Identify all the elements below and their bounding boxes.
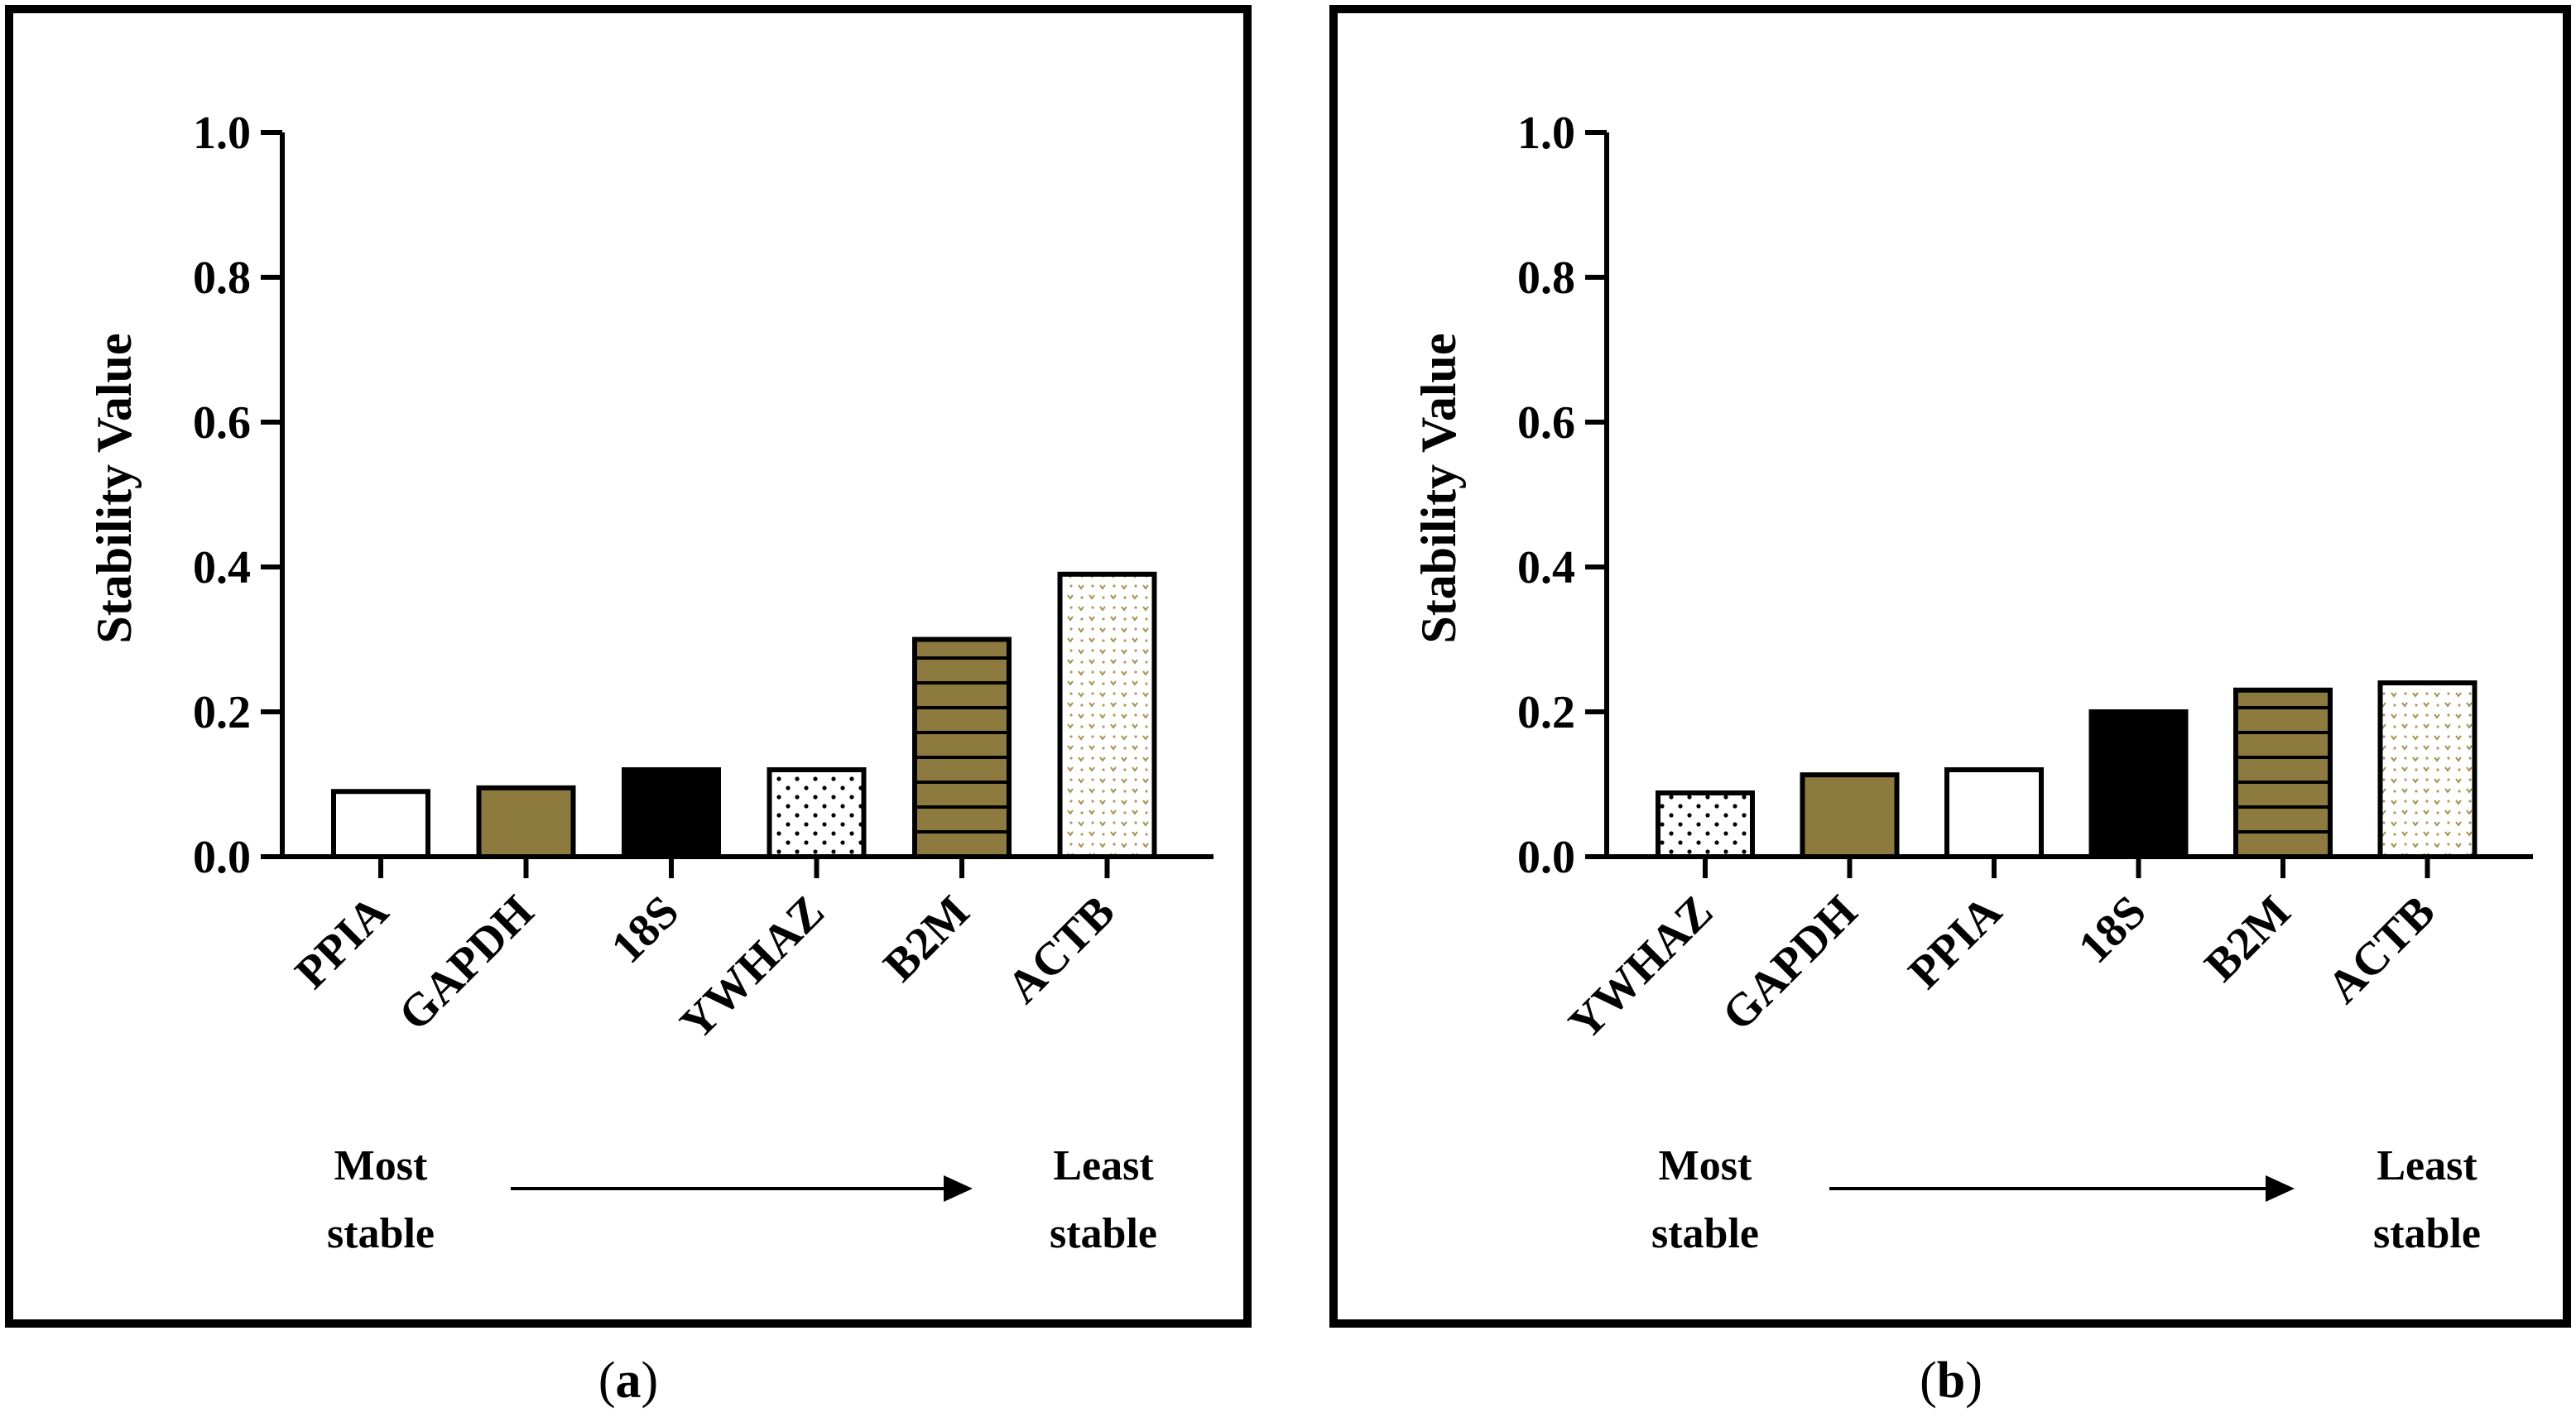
panel-b-least-line2: stable (2373, 1210, 2481, 1257)
a-ytick-label: 0.8 (193, 252, 251, 304)
category-label-a-actb: ACTB (997, 886, 1125, 1013)
category-label-b-gapdh: GAPDH (1713, 886, 1867, 1040)
panel-a-frame (5, 5, 1252, 1328)
panel-a-yticks: 0.0 0.2 0.4 0.6 0.8 1.0 (193, 108, 282, 883)
panel-a-bars (331, 571, 1157, 859)
panel-b-yticks: 0.0 0.2 0.4 0.6 0.8 1.0 (1517, 108, 1607, 883)
bar-b-18s (2088, 709, 2189, 859)
bar-a-actb (1057, 571, 1157, 859)
bar-b-actb (2377, 680, 2477, 859)
b-ytick-label: 0.2 (1517, 687, 1575, 738)
category-label-a-18s: 18S (602, 886, 689, 973)
panel-a-caption: (a) (598, 1352, 658, 1409)
bar-b-ppia (1944, 767, 2044, 859)
panel-b-arrow (1829, 1175, 2295, 1202)
category-label-b-ppia: PPIA (1899, 886, 2012, 999)
bar-a-ppia (331, 789, 430, 859)
panel-a-least-line2: stable (1050, 1210, 1157, 1257)
panel-a-arrow (511, 1175, 973, 1202)
panel-a-ylabel: Stability Value (87, 333, 142, 643)
bar-b-gapdh (1800, 772, 1900, 859)
category-label-b-18s: 18S (2069, 886, 2155, 973)
bar-b-ywhaz (1656, 790, 1755, 859)
b-ytick-label: 0.0 (1517, 832, 1575, 883)
panel-b-xticks (1703, 857, 2430, 878)
bar-a-gapdh (476, 785, 576, 859)
category-label-b-b2m: B2M (2195, 886, 2300, 991)
bar-a-18s (622, 767, 721, 859)
category-label-a-gapdh: GAPDH (389, 886, 544, 1040)
category-label-b-actb: ACTB (2318, 886, 2445, 1013)
a-ytick-label: 0.6 (193, 397, 251, 449)
a-ytick-label: 0.0 (193, 832, 251, 883)
panel-a-xticks (378, 857, 1110, 878)
category-label-b-ywhaz: YWHAZ (1559, 886, 1723, 1050)
panel-b-frame (1329, 5, 2571, 1328)
category-label-a-ywhaz: YWHAZ (670, 886, 834, 1050)
panel-b-ylabel: Stability Value (1411, 333, 1466, 643)
panel-b-bars (1656, 680, 2477, 859)
b-ytick-label: 0.8 (1517, 252, 1575, 304)
panel-b-caption: (b) (1920, 1352, 1982, 1409)
a-ytick-label: 0.2 (193, 687, 251, 738)
b-ytick-label: 0.6 (1517, 397, 1575, 449)
panel-b-most-line1: Most (1659, 1142, 1752, 1189)
panel-a-most-line2: stable (327, 1210, 435, 1257)
b-ytick-label: 1.0 (1517, 108, 1575, 159)
bar-a-ywhaz (767, 767, 867, 859)
b-ytick-label: 0.4 (1517, 542, 1575, 593)
bar-b-b2m (2233, 687, 2333, 859)
category-label-a-b2m: B2M (874, 886, 979, 991)
a-ytick-label: 1.0 (193, 108, 251, 159)
panel-b-least-line1: Least (2377, 1142, 2477, 1189)
panel-b: Stability Value 0.0 0.2 0.4 0.6 0.8 1.0 YWHAZ… (1329, 5, 2571, 1409)
panel-a-least-line1: Least (1053, 1142, 1154, 1189)
panel-b-most-line2: stable (1651, 1210, 1759, 1257)
category-label-a-ppia: PPIA (286, 886, 399, 999)
panel-a: Stability Value 0.0 0.2 0.4 0.6 0.8 1.0 PPIAG… (5, 5, 1252, 1409)
a-ytick-label: 0.4 (193, 542, 251, 593)
panel-a-most-line1: Most (334, 1142, 428, 1189)
bar-a-b2m (912, 637, 1012, 859)
